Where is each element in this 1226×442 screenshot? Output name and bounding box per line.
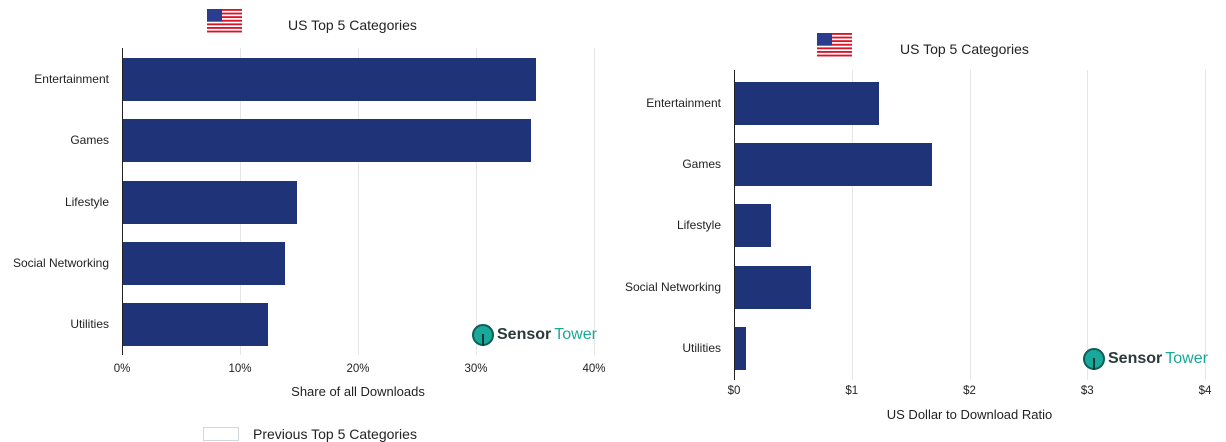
gridline xyxy=(476,48,477,355)
x-tick-label: $1 xyxy=(845,385,859,397)
chart-title: US Top 5 Categories xyxy=(288,17,417,33)
category-label: Lifestyle xyxy=(64,195,109,209)
x-tick-label: $3 xyxy=(1080,385,1094,397)
logo-text-tower: Tower xyxy=(1165,350,1208,367)
logo-text-sensor: Sensor xyxy=(497,326,552,343)
x-tick-label: $4 xyxy=(1198,385,1212,397)
x-tick-label: 20% xyxy=(346,363,370,375)
sensortower-icon xyxy=(472,324,494,346)
bar-social-networking[interactable] xyxy=(734,266,811,309)
sensortower-logo: Sensor Tower xyxy=(472,324,597,346)
x-tick-label: 10% xyxy=(228,363,252,375)
bar-games[interactable] xyxy=(122,119,532,162)
legend-swatch xyxy=(203,427,239,441)
category-label: Social Networking xyxy=(12,256,109,270)
x-tick-label: $2 xyxy=(963,385,976,397)
bar-social-networking[interactable] xyxy=(122,242,285,285)
logo-text-sensor: Sensor xyxy=(1108,350,1163,367)
x-tick-label: 30% xyxy=(464,363,488,375)
x-axis-label: Share of all Downloads xyxy=(291,384,425,399)
gridline xyxy=(594,48,595,355)
sensortower-icon xyxy=(1083,348,1105,370)
x-axis-label: US Dollar to Download Ratio xyxy=(886,407,1053,422)
bar-entertainment[interactable] xyxy=(122,58,537,101)
logo-text-tower: Tower xyxy=(554,326,597,343)
x-tick-label: 0% xyxy=(113,363,131,375)
sensortower-logo: Sensor Tower xyxy=(1083,348,1208,370)
bar-entertainment[interactable] xyxy=(734,82,879,125)
bar-lifestyle[interactable] xyxy=(734,204,771,247)
category-label: Lifestyle xyxy=(676,218,721,232)
bar-games[interactable] xyxy=(734,143,932,186)
category-label: Games xyxy=(70,133,109,147)
category-label: Entertainment xyxy=(646,96,721,110)
us-flag-icon xyxy=(817,33,852,57)
us-flag-icon xyxy=(207,9,242,33)
gridline xyxy=(1087,70,1089,380)
bar-lifestyle[interactable] xyxy=(122,181,297,224)
y-axis-line xyxy=(734,70,735,380)
x-tick-label: 40% xyxy=(582,363,606,375)
y-axis-line xyxy=(122,48,123,355)
x-tick-label: $0 xyxy=(727,385,741,397)
chart-title: US Top 5 Categories xyxy=(900,41,1029,57)
gridline xyxy=(969,70,971,380)
category-label: Entertainment xyxy=(34,72,109,86)
gridline xyxy=(358,48,359,355)
category-label: Social Networking xyxy=(624,280,721,294)
legend[interactable]: Previous Top 5 Categories xyxy=(203,426,417,442)
bar-utilities[interactable] xyxy=(122,303,269,346)
category-label: Utilities xyxy=(682,341,721,355)
bar-utilities[interactable] xyxy=(734,327,746,370)
gridline xyxy=(851,70,853,380)
category-label: Games xyxy=(682,157,721,171)
category-label: Utilities xyxy=(70,317,109,331)
gridline xyxy=(1205,70,1206,380)
legend-label: Previous Top 5 Categories xyxy=(253,426,417,442)
